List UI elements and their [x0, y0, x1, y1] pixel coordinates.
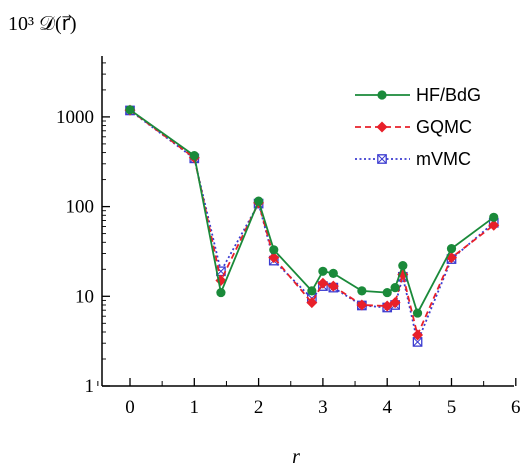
marker-cross [377, 154, 387, 164]
data-point [357, 286, 367, 296]
data-point [269, 245, 279, 255]
data-point [488, 219, 500, 231]
data-point [381, 300, 393, 312]
legend: HF/BdG GQMC mVMC [355, 85, 481, 169]
x-tick-label: 6 [511, 397, 520, 418]
marker-cross [412, 337, 423, 347]
x-tick-label: 0 [125, 397, 135, 418]
y-tick-label: 100 [66, 197, 95, 218]
legend-label: mVMC [416, 149, 471, 169]
series-hf-bdg [125, 105, 499, 318]
x-ticks: 0 1 2 3 4 5 6 [97, 378, 520, 418]
data-point [398, 260, 408, 271]
series-layer [124, 104, 500, 347]
data-point [377, 154, 387, 164]
data-point [390, 283, 400, 293]
data-point [327, 280, 339, 292]
y-tick-label: 1000 [56, 107, 94, 128]
y-tick-label: 1 [85, 376, 95, 397]
data-point [328, 268, 338, 279]
x-tick-label: 2 [254, 397, 264, 418]
y-axis-title: 10³ 𝒟(r⃗) [8, 13, 77, 35]
series-gqmc [124, 104, 500, 341]
data-point [189, 151, 199, 161]
data-point [446, 244, 457, 254]
data-point [268, 252, 280, 264]
data-point [389, 297, 401, 309]
series-mvmc [125, 105, 499, 347]
y-ticks: 1 10 100 1000 [56, 62, 110, 397]
legend-entry: GQMC [355, 117, 472, 137]
data-point [412, 329, 424, 341]
data-point [489, 212, 499, 222]
data-point [125, 105, 135, 115]
data-point [376, 121, 388, 133]
x-tick-label: 5 [447, 397, 457, 418]
data-point [317, 277, 329, 289]
data-point [382, 287, 392, 298]
x-tick-label: 3 [318, 397, 328, 418]
data-point [356, 299, 368, 311]
legend-entry: mVMC [355, 149, 471, 169]
x-tick-label: 1 [190, 397, 200, 418]
legend-label: HF/BdG [416, 85, 481, 105]
data-point [306, 297, 318, 309]
legend-entry: HF/BdG [355, 85, 481, 105]
data-point [318, 266, 328, 276]
data-point [307, 286, 317, 296]
y-tick-label: 10 [75, 286, 94, 307]
x-axis-title: r [292, 446, 300, 468]
x-tick-label: 4 [382, 397, 392, 418]
series-line [129, 109, 495, 316]
legend-label: GQMC [416, 117, 472, 137]
series-line [129, 109, 495, 345]
data-point [412, 308, 423, 318]
data-point [377, 90, 387, 100]
data-point [216, 287, 226, 298]
data-point [254, 196, 264, 206]
